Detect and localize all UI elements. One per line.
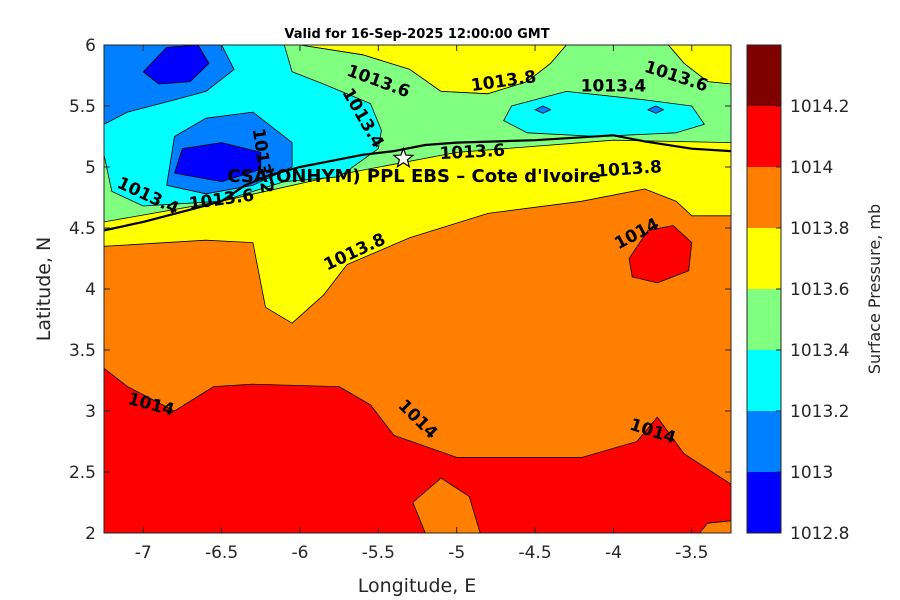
- x-tick-label-5: -4.5: [518, 543, 551, 563]
- x-tick-label-1: -6.5: [205, 543, 238, 563]
- contour-region-1013-13: [647, 105, 664, 114]
- contour-region-1014-0: [104, 367, 731, 533]
- site-label: CSA(ONHYM) PPL EBS – Cote d'Ivoire: [227, 166, 600, 187]
- x-tick-label-2: -6: [291, 543, 308, 563]
- colorbar-tick-label-7: 1014.2: [790, 97, 849, 117]
- x-axis-label: Longitude, E: [358, 575, 477, 597]
- colorbar-tick-label-1: 1013: [790, 463, 833, 483]
- colorbar-segment-1: [747, 411, 781, 472]
- y-tick-label-4: 4: [85, 280, 96, 300]
- y-tick-label-8: 6: [85, 36, 96, 56]
- contour-region-1013-2-9: [503, 91, 705, 137]
- x-tick-label-3: -5.5: [362, 543, 395, 563]
- y-tick-label-7: 5.5: [69, 97, 96, 117]
- y-tick-label-0: 2: [85, 524, 96, 544]
- contour-region-1013-12: [534, 105, 552, 114]
- y-axis-label: Latitude, N: [33, 237, 55, 342]
- contour-region-1012-8-15: [174, 142, 262, 183]
- contour-label-6: 1013.8: [596, 157, 663, 182]
- contour-region-1014-1: [628, 225, 693, 284]
- colorbar-tick-label-5: 1013.8: [790, 219, 849, 239]
- y-tick-label-5: 4.5: [69, 219, 96, 239]
- y-tick-label-6: 5: [85, 158, 96, 178]
- colorbar-tick-label-6: 1014: [790, 158, 833, 178]
- coastline-line: [104, 134, 731, 232]
- colorbar-segment-3: [747, 289, 781, 350]
- colorbar-segment-7: [747, 45, 781, 106]
- y-axis-ticks: 2 2.5 3 3.5 4 4.5 5 5.5 6: [69, 36, 731, 544]
- x-axis-ticks: -7 -6.5 -6 -5.5 -5 -4.5 -4 -3.5: [135, 45, 708, 563]
- y-tick-label-2: 3: [85, 402, 96, 422]
- contour-region-1012-8-14: [142, 45, 210, 85]
- site-star-icon: [392, 146, 415, 168]
- colorbar-tick-label-4: 1013.6: [790, 280, 849, 300]
- x-tick-label-6: -4: [605, 543, 622, 563]
- contour-region-1013-8-2: [412, 477, 481, 533]
- colorbar-segment-2: [747, 350, 781, 411]
- contour-region-1013-8-3: [699, 520, 731, 533]
- colorbar-tick-label-2: 1013.2: [790, 402, 849, 422]
- site-group: CSA(ONHYM) PPL EBS – Cote d'Ivoire: [227, 146, 601, 187]
- colorbar-segment-4: [747, 228, 781, 289]
- coastline: [104, 134, 731, 232]
- colorbar-segment-0: [747, 472, 781, 533]
- contour-label-2: 1013.4: [581, 76, 647, 96]
- colorbar-label: Surface Pressure, mb: [865, 204, 884, 374]
- y-tick-label-3: 3.5: [69, 341, 96, 361]
- chart-title: Valid for 16-Sep-2025 12:00:00 GMT: [284, 27, 549, 42]
- colorbar-segment-6: [747, 106, 781, 167]
- colorbar-tick-label-3: 1013.4: [790, 341, 849, 361]
- colorbar: 1012.8 1013 1013.2 1013.4 1013.6 1013.8 1014 10…: [746, 44, 849, 544]
- y-tick-label-1: 2.5: [69, 463, 96, 483]
- colorbar-segment-5: [747, 167, 781, 228]
- x-tick-label-4: -5: [448, 543, 465, 563]
- contour-label-5: 1013.6: [439, 141, 506, 164]
- x-tick-label-0: -7: [135, 543, 152, 563]
- colorbar-tick-label-0: 1012.8: [790, 524, 849, 544]
- plot-area: 1013.6 1013.8 1013.41013.61013.41013.61013…: [103, 44, 732, 534]
- x-tick-label-7: -3.5: [675, 543, 708, 563]
